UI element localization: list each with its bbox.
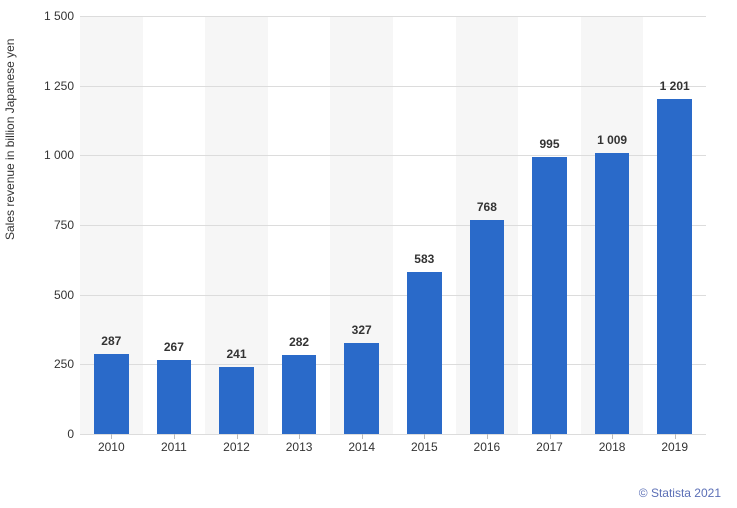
y-tick-label: 0 (24, 427, 74, 441)
bar-value-label: 995 (520, 137, 580, 151)
x-tick-label: 2016 (457, 440, 517, 454)
y-tick-label: 250 (24, 357, 74, 371)
x-tick-mark (424, 434, 425, 439)
bar[interactable] (532, 157, 566, 434)
x-tick-mark (362, 434, 363, 439)
revenue-chart: Sales revenue in billion Japanese yen 02… (18, 10, 718, 470)
plot-area: 02505007501 0001 2501 500287201026720112… (80, 16, 706, 434)
x-tick-mark (174, 434, 175, 439)
x-tick-label: 2011 (144, 440, 204, 454)
bar-value-label: 583 (394, 252, 454, 266)
x-tick-mark (550, 434, 551, 439)
bar-value-label: 327 (332, 323, 392, 337)
x-tick-mark (237, 434, 238, 439)
x-tick-label: 2019 (645, 440, 705, 454)
bar-value-label: 282 (269, 335, 329, 349)
x-tick-label: 2010 (81, 440, 141, 454)
bar-value-label: 1 201 (645, 79, 705, 93)
attribution-text: © Statista 2021 (639, 486, 721, 500)
x-tick-mark (487, 434, 488, 439)
x-tick-label: 2014 (332, 440, 392, 454)
bar[interactable] (94, 354, 128, 434)
bar[interactable] (219, 367, 253, 434)
grid-line (80, 86, 706, 87)
grid-line (80, 16, 706, 17)
x-tick-label: 2018 (582, 440, 642, 454)
x-tick-mark (111, 434, 112, 439)
y-tick-label: 750 (24, 218, 74, 232)
bar-value-label: 267 (144, 340, 204, 354)
x-tick-mark (299, 434, 300, 439)
bar[interactable] (470, 220, 504, 434)
x-tick-label: 2012 (207, 440, 267, 454)
bar[interactable] (282, 355, 316, 434)
bar[interactable] (657, 99, 691, 434)
y-tick-label: 1 250 (24, 79, 74, 93)
bar-value-label: 1 009 (582, 133, 642, 147)
y-tick-label: 1 500 (24, 9, 74, 23)
x-tick-label: 2017 (520, 440, 580, 454)
x-tick-label: 2013 (269, 440, 329, 454)
y-tick-label: 1 000 (24, 148, 74, 162)
bar-value-label: 768 (457, 200, 517, 214)
bar[interactable] (595, 153, 629, 434)
bar[interactable] (157, 360, 191, 434)
bar-value-label: 287 (81, 334, 141, 348)
x-tick-label: 2015 (394, 440, 454, 454)
bar[interactable] (407, 272, 441, 434)
y-axis-label: Sales revenue in billion Japanese yen (3, 39, 17, 240)
x-tick-mark (612, 434, 613, 439)
y-tick-label: 500 (24, 288, 74, 302)
bar[interactable] (344, 343, 378, 434)
bar-value-label: 241 (207, 347, 267, 361)
x-tick-mark (675, 434, 676, 439)
